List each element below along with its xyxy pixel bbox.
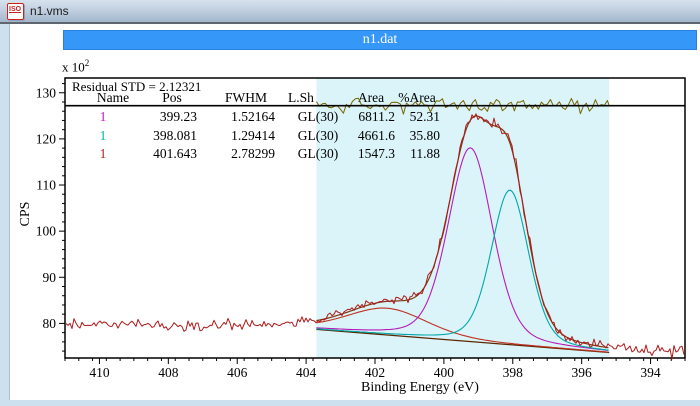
x-tick-label: 400 <box>434 365 455 380</box>
x-tick-label: 398 <box>503 365 524 380</box>
window-titlebar: ISO n1.vms <box>0 0 700 22</box>
y-tick-label: 120 <box>36 131 57 146</box>
iso-file-icon: ISO <box>7 2 24 20</box>
x-tick-label: 406 <box>227 365 248 380</box>
titlebar-separator <box>0 22 700 24</box>
y-tick-label: 100 <box>36 224 57 239</box>
x-tick-label: 396 <box>572 365 593 380</box>
x-tick-label: 402 <box>365 365 385 380</box>
fit-region-shading <box>316 78 610 358</box>
x-tick-label: 394 <box>640 365 661 380</box>
window-title: n1.vms <box>30 4 69 18</box>
x-tick-label: 408 <box>158 365 179 380</box>
document-header-bar[interactable]: n1.dat <box>63 30 697 50</box>
x-tick-label: 404 <box>296 365 317 380</box>
y-tick-label: 130 <box>36 85 57 100</box>
y-tick-label: 80 <box>43 316 57 331</box>
y-tick-label: 110 <box>36 178 56 193</box>
document-title: n1.dat <box>362 32 398 47</box>
y-tick-label: 90 <box>43 270 57 285</box>
x-tick-label: 410 <box>89 365 110 380</box>
